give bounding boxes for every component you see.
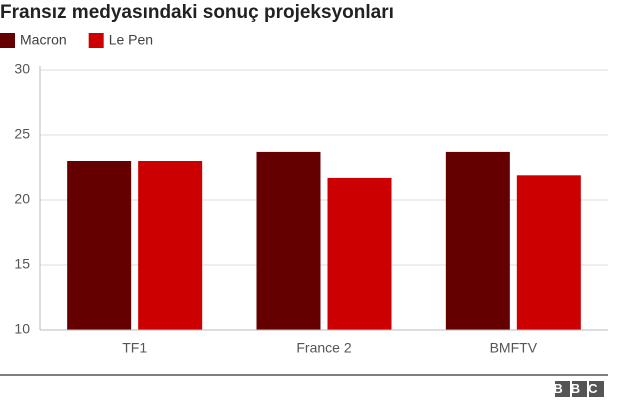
y-tick-label: 10	[14, 321, 30, 337]
y-tick-label: 15	[14, 256, 30, 272]
bar	[67, 161, 132, 330]
legend-label: Macron	[20, 32, 67, 48]
y-tick-label: 25	[14, 126, 30, 142]
bbc-logo: BBC	[553, 381, 605, 397]
legend-label: Le Pen	[109, 32, 153, 48]
legend-swatch	[0, 33, 15, 48]
x-tick-label: BMFTV	[490, 340, 538, 356]
source-logo: BBC	[553, 381, 605, 396]
legend-swatch	[88, 33, 104, 48]
bar	[256, 151, 321, 330]
bar	[138, 161, 203, 330]
y-tick-label: 30	[14, 61, 30, 77]
bar	[327, 177, 392, 330]
x-tick-label: France 2	[296, 340, 351, 356]
bar	[445, 151, 510, 330]
bar	[516, 175, 581, 330]
y-tick-label: 20	[14, 191, 30, 207]
x-tick-label: TF1	[122, 340, 147, 356]
chart-title: Fransız medyasındaki sonuç projeksyonlar…	[0, 2, 394, 23]
